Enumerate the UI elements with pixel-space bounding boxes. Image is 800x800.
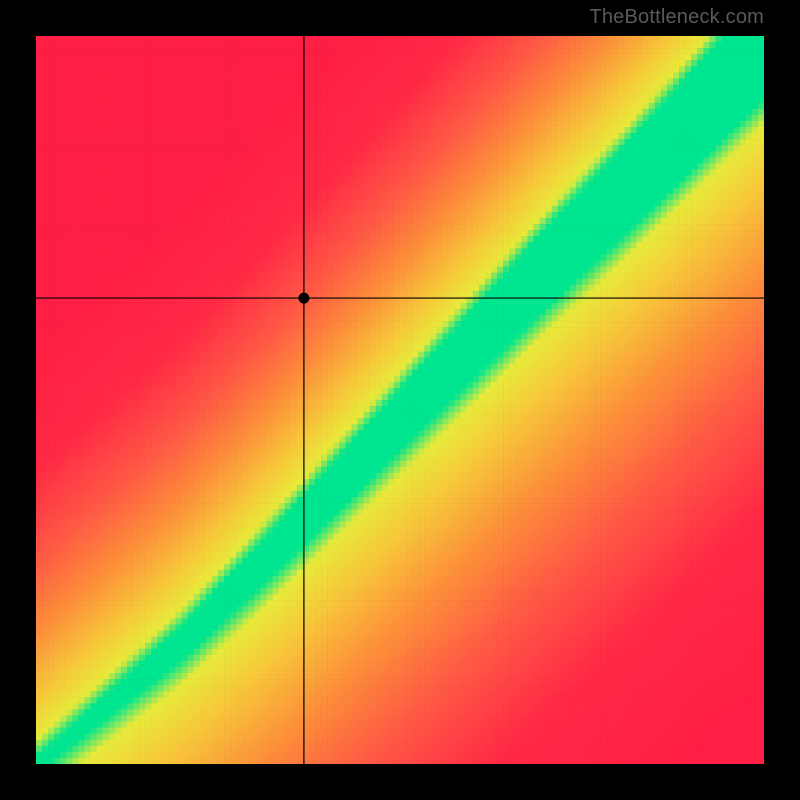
chart-frame: TheBottleneck.com bbox=[0, 0, 800, 800]
watermark-text: TheBottleneck.com bbox=[589, 6, 764, 29]
crosshair-overlay bbox=[36, 36, 764, 764]
crosshair-marker bbox=[298, 293, 309, 304]
